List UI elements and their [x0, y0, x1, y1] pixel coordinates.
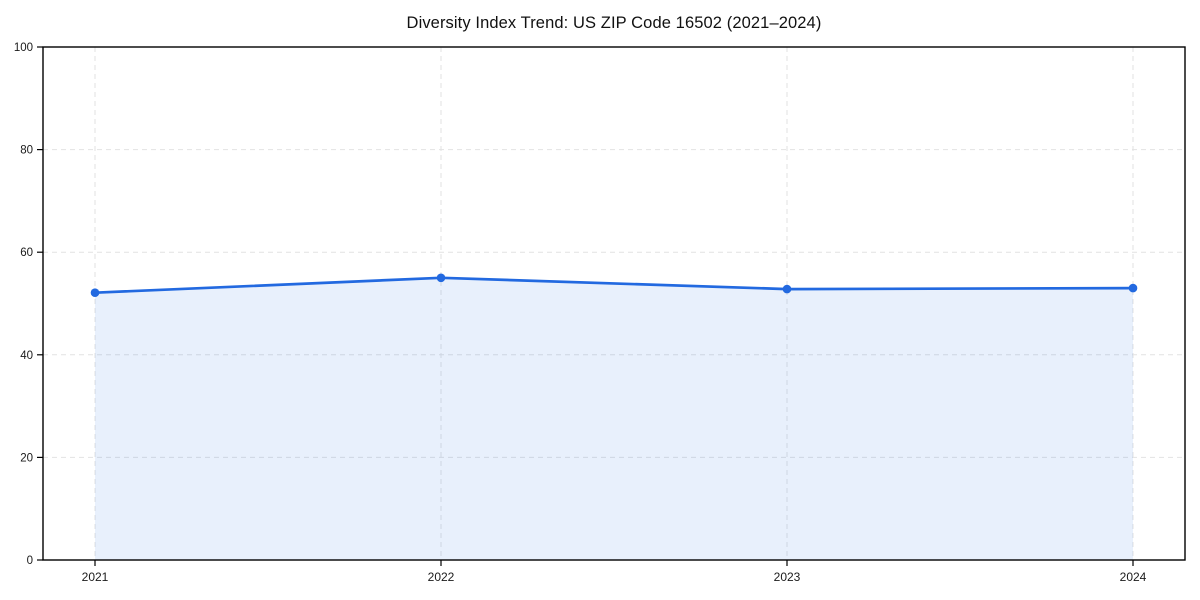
y-tick-label: 40 [20, 350, 33, 362]
y-tick-label: 0 [27, 555, 33, 567]
y-tick-label: 60 [20, 247, 33, 259]
plot-spines [42, 46, 1186, 561]
y-tick-label: 80 [20, 145, 33, 157]
x-tick-label: 2022 [428, 570, 455, 584]
data-point [436, 273, 446, 283]
data-point [90, 288, 100, 298]
x-tick-label: 2023 [774, 570, 801, 584]
x-tick-label: 2024 [1120, 570, 1147, 584]
series-area-fill [95, 277, 1133, 560]
data-point [782, 284, 792, 294]
y-tick-label: 20 [20, 452, 33, 464]
x-tick-label: 2021 [82, 570, 109, 584]
y-tick-label: 100 [14, 42, 33, 54]
chart-title: Diversity Index Trend: US ZIP Code 16502… [406, 14, 822, 32]
series-line [93, 276, 1135, 295]
data-point [1128, 283, 1138, 293]
